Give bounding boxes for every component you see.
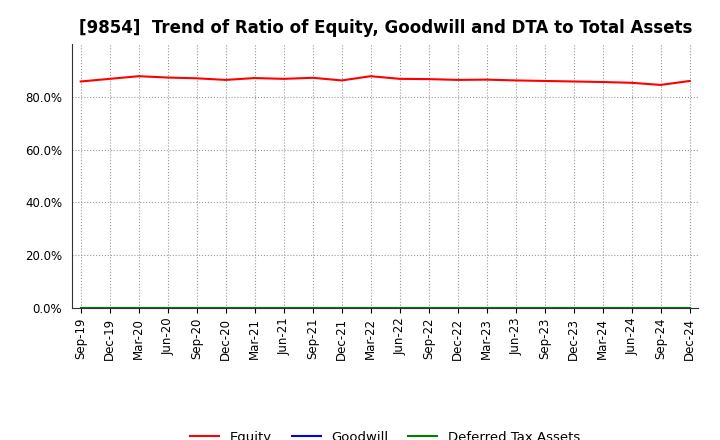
Deferred Tax Assets bbox=[251, 305, 259, 311]
Equity bbox=[221, 77, 230, 83]
Deferred Tax Assets bbox=[163, 305, 172, 311]
Legend: Equity, Goodwill, Deferred Tax Assets: Equity, Goodwill, Deferred Tax Assets bbox=[185, 425, 585, 440]
Equity bbox=[598, 79, 607, 84]
Equity bbox=[627, 80, 636, 85]
Deferred Tax Assets bbox=[511, 305, 520, 311]
Equity bbox=[657, 82, 665, 88]
Equity bbox=[308, 75, 317, 81]
Deferred Tax Assets bbox=[657, 305, 665, 311]
Goodwill bbox=[221, 305, 230, 311]
Goodwill bbox=[395, 305, 404, 311]
Goodwill bbox=[251, 305, 259, 311]
Goodwill bbox=[105, 305, 114, 311]
Deferred Tax Assets bbox=[627, 305, 636, 311]
Goodwill bbox=[135, 305, 143, 311]
Deferred Tax Assets bbox=[424, 305, 433, 311]
Deferred Tax Assets bbox=[395, 305, 404, 311]
Goodwill bbox=[598, 305, 607, 311]
Equity bbox=[366, 73, 375, 79]
Goodwill bbox=[541, 305, 549, 311]
Equity bbox=[192, 76, 201, 81]
Deferred Tax Assets bbox=[598, 305, 607, 311]
Goodwill bbox=[685, 305, 694, 311]
Deferred Tax Assets bbox=[685, 305, 694, 311]
Goodwill bbox=[366, 305, 375, 311]
Goodwill bbox=[570, 305, 578, 311]
Equity bbox=[482, 77, 491, 82]
Goodwill bbox=[279, 305, 288, 311]
Deferred Tax Assets bbox=[279, 305, 288, 311]
Deferred Tax Assets bbox=[192, 305, 201, 311]
Equity bbox=[395, 76, 404, 81]
Equity bbox=[338, 78, 346, 83]
Goodwill bbox=[338, 305, 346, 311]
Equity bbox=[279, 76, 288, 81]
Deferred Tax Assets bbox=[454, 305, 462, 311]
Goodwill bbox=[192, 305, 201, 311]
Equity bbox=[135, 73, 143, 79]
Goodwill bbox=[76, 305, 85, 311]
Deferred Tax Assets bbox=[221, 305, 230, 311]
Goodwill bbox=[308, 305, 317, 311]
Equity bbox=[424, 77, 433, 82]
Deferred Tax Assets bbox=[105, 305, 114, 311]
Deferred Tax Assets bbox=[308, 305, 317, 311]
Deferred Tax Assets bbox=[482, 305, 491, 311]
Equity bbox=[251, 75, 259, 81]
Title: [9854]  Trend of Ratio of Equity, Goodwill and DTA to Total Assets: [9854] Trend of Ratio of Equity, Goodwil… bbox=[78, 19, 692, 37]
Equity bbox=[76, 79, 85, 84]
Equity bbox=[541, 78, 549, 84]
Equity bbox=[163, 75, 172, 80]
Equity bbox=[105, 76, 114, 81]
Goodwill bbox=[454, 305, 462, 311]
Deferred Tax Assets bbox=[76, 305, 85, 311]
Equity bbox=[685, 78, 694, 84]
Goodwill bbox=[511, 305, 520, 311]
Deferred Tax Assets bbox=[570, 305, 578, 311]
Goodwill bbox=[163, 305, 172, 311]
Line: Equity: Equity bbox=[81, 76, 690, 85]
Equity bbox=[511, 78, 520, 83]
Deferred Tax Assets bbox=[338, 305, 346, 311]
Goodwill bbox=[424, 305, 433, 311]
Deferred Tax Assets bbox=[541, 305, 549, 311]
Deferred Tax Assets bbox=[135, 305, 143, 311]
Goodwill bbox=[627, 305, 636, 311]
Deferred Tax Assets bbox=[366, 305, 375, 311]
Equity bbox=[454, 77, 462, 83]
Goodwill bbox=[657, 305, 665, 311]
Goodwill bbox=[482, 305, 491, 311]
Equity bbox=[570, 79, 578, 84]
